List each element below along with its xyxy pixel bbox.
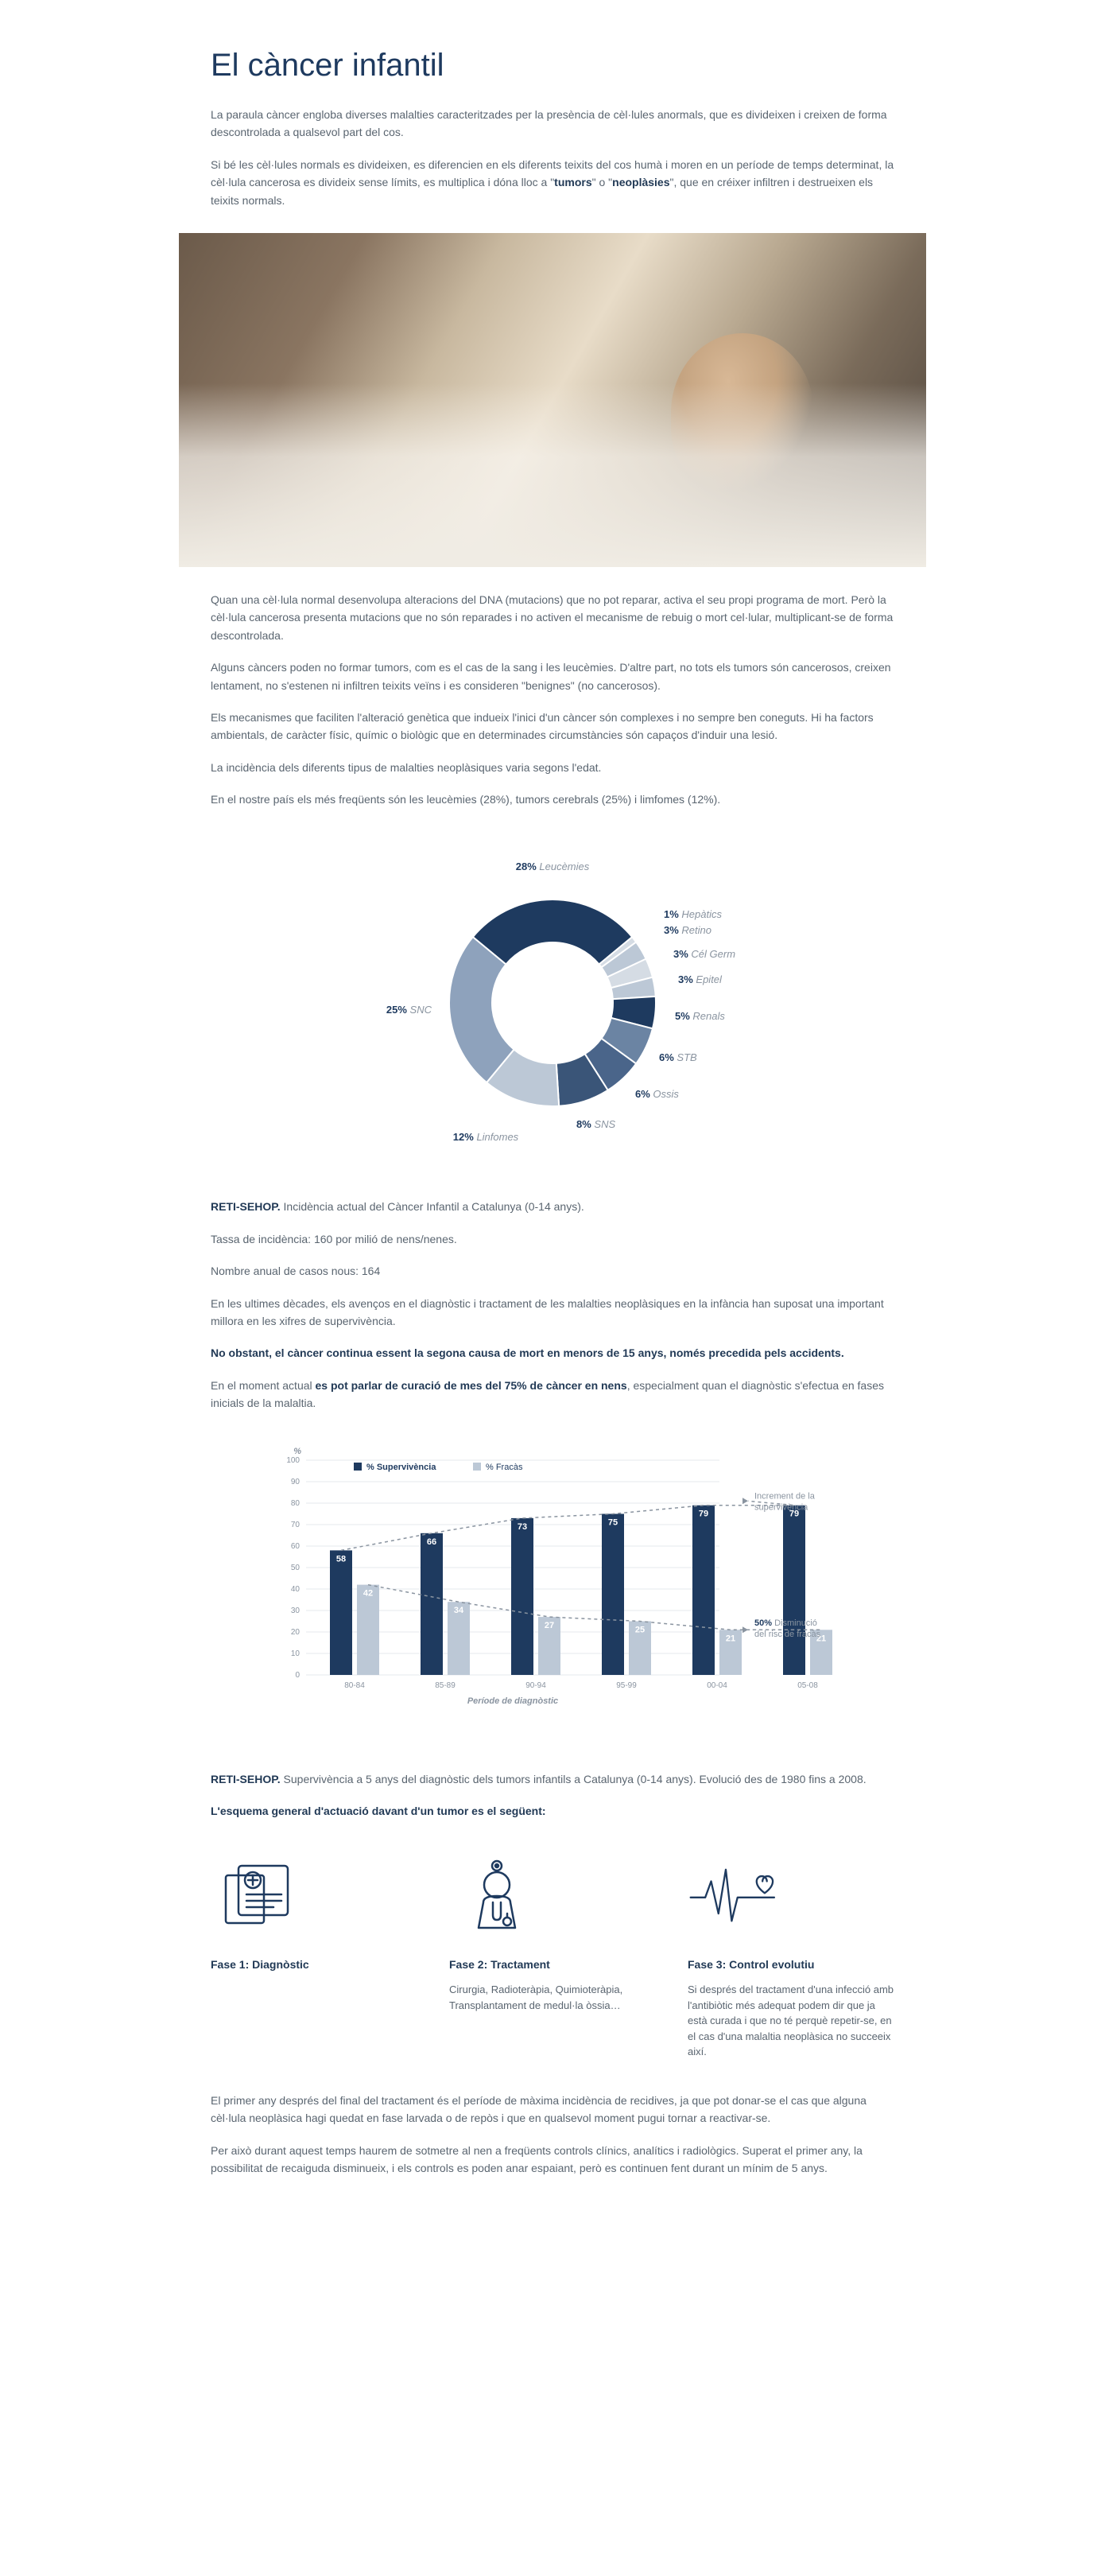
body2-p2: Tassa de incidència: 160 por milió de ne… [211,1230,894,1248]
svg-text:66: 66 [427,1537,436,1546]
bar [421,1533,443,1674]
diagnosis-icon [211,1851,306,1939]
bar-chart: 0 10 20 30 40 50 60 70 80 90 100% % Supervivència % … [250,1436,855,1739]
svg-text:34: 34 [454,1606,464,1615]
body1-p2: Alguns càncers poden no formar tumors, c… [211,659,894,694]
svg-text:05-08: 05-08 [797,1681,818,1690]
donut-label: 6% STB [659,1051,697,1063]
intro-p1: La paraula càncer engloba diverses malal… [211,106,894,142]
svg-text:73: 73 [518,1521,527,1531]
phase-1-title: Fase 1: Diagnòstic [211,1958,417,1971]
phase-3-desc: Si després del tractament d'una infecció… [688,1982,894,2060]
svg-text:50: 50 [291,1564,300,1572]
intro-p2: Si bé les cèl·lules normals es divideixe… [211,156,894,209]
donut-label: 12% Linfomes [453,1131,519,1143]
svg-text:42: 42 [363,1588,373,1598]
bar [692,1505,715,1674]
body2-p3: Nombre anual de casos nous: 164 [211,1262,894,1280]
body3-p2: L'esquema general d'actuació davant d'un… [211,1802,894,1820]
treatment-icon [449,1851,545,1939]
phase-3-title: Fase 3: Control evolutiu [688,1958,894,1971]
phases-row: Fase 1: Diagnòstic [211,1851,894,2060]
body2-p5: No obstant, el càncer continua essent la… [211,1344,894,1362]
body4-p1: El primer any després del final del trac… [211,2092,894,2127]
donut-label: 3% Cél Germ [673,948,735,960]
svg-text:30: 30 [291,1607,300,1615]
monitoring-icon [688,1851,783,1939]
donut-label: 25% SNC [386,1004,432,1016]
svg-text:% Fracàs: % Fracàs [486,1463,523,1472]
svg-text:0: 0 [295,1671,300,1680]
svg-text:Increment de lasupervivència: Increment de lasupervivència [754,1491,816,1512]
body2-p1: RETI-SEHOP. Incidència actual del Càncer… [211,1198,894,1215]
svg-text:40: 40 [291,1585,300,1594]
donut-slice [473,899,632,965]
phase-2-title: Fase 2: Tractament [449,1958,656,1971]
hero-photo [179,233,926,567]
page-title: El càncer infantil [211,48,894,84]
donut-label: 28% Leucèmies [516,861,590,872]
svg-text:58: 58 [336,1554,346,1564]
body1-p1: Quan una cèl·lula normal desenvolupa alt… [211,591,894,644]
donut-label: 6% Ossis [635,1088,679,1100]
svg-text:25: 25 [635,1625,645,1634]
bar [357,1584,379,1674]
svg-text:95-99: 95-99 [616,1681,637,1690]
bar [511,1517,533,1674]
svg-text:21: 21 [726,1634,735,1643]
svg-text:80: 80 [291,1499,300,1508]
phase-2: Fase 2: Tractament Cirurgia, Radioteràpi… [449,1851,656,2060]
body3-p1: RETI-SEHOP. Supervivència a 5 anys del d… [211,1770,894,1788]
svg-text:90-94: 90-94 [525,1681,546,1690]
donut-label: 1% Hepàtics [664,908,722,920]
bar [783,1505,805,1674]
donut-label: 5% Renals [675,1010,725,1022]
bar [602,1513,624,1675]
phase-1: Fase 1: Diagnòstic [211,1851,417,2060]
svg-text:00-04: 00-04 [707,1681,727,1690]
donut-label: 3% Retino [664,924,711,936]
donut-label: 8% SNS [576,1118,615,1130]
svg-text:79: 79 [699,1509,708,1518]
body4-p2: Per això durant aquest temps haurem de s… [211,2142,894,2178]
svg-text:70: 70 [291,1521,300,1529]
svg-text:20: 20 [291,1628,300,1637]
phase-3: Fase 3: Control evolutiu Si després del … [688,1851,894,2060]
svg-text:90: 90 [291,1478,300,1486]
svg-text:75: 75 [608,1517,618,1527]
bar [330,1550,352,1675]
body2-p6: En el moment actual es pot parlar de cur… [211,1377,894,1412]
body1-p3: Els mecanismes que faciliten l'alteració… [211,709,894,744]
svg-text:% Supervivència: % Supervivència [366,1463,436,1472]
svg-text:Període de diagnòstic: Període de diagnòstic [467,1696,558,1706]
svg-text:100: 100 [286,1456,300,1465]
svg-text:10: 10 [291,1649,300,1658]
svg-text:27: 27 [545,1621,554,1630]
phase-2-desc: Cirurgia, Radioteràpia, Quimioteràpia, T… [449,1982,656,2013]
svg-text:80-84: 80-84 [344,1681,365,1690]
donut-label: 3% Epitel [678,973,723,985]
body2-p4: En les ultimes dècades, els avenços en e… [211,1295,894,1331]
donut-chart: 28% Leucèmies 1% Hepàtics 3% Retino 3% Cél … [330,832,775,1166]
svg-text:%: % [293,1447,301,1456]
body1-p4: La incidència dels diferents tipus de ma… [211,759,894,776]
svg-text:85-89: 85-89 [435,1681,456,1690]
body1-p5: En el nostre país els més freqüents són … [211,791,894,808]
svg-text:60: 60 [291,1542,300,1551]
